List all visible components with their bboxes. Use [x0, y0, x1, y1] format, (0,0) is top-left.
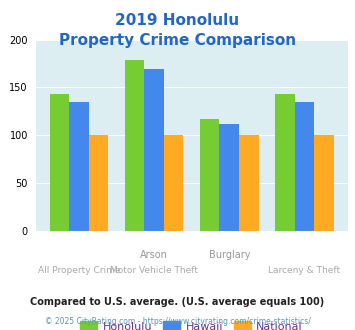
- Text: 2019 Honolulu: 2019 Honolulu: [115, 13, 240, 28]
- Bar: [144, 69, 164, 231]
- Bar: [314, 135, 334, 231]
- Text: Burglary: Burglary: [208, 250, 250, 260]
- Text: Motor Vehicle Theft: Motor Vehicle Theft: [110, 266, 198, 275]
- Bar: [200, 119, 219, 231]
- Text: © 2025 CityRating.com - https://www.cityrating.com/crime-statistics/: © 2025 CityRating.com - https://www.city…: [45, 317, 310, 326]
- Bar: [69, 102, 89, 231]
- Bar: [50, 94, 69, 231]
- Text: Compared to U.S. average. (U.S. average equals 100): Compared to U.S. average. (U.S. average …: [31, 297, 324, 307]
- Bar: [275, 94, 295, 231]
- Text: Larceny & Theft: Larceny & Theft: [268, 266, 340, 275]
- Bar: [164, 135, 184, 231]
- Text: Property Crime Comparison: Property Crime Comparison: [59, 33, 296, 48]
- Bar: [219, 124, 239, 231]
- Legend: Honolulu, Hawaii, National: Honolulu, Hawaii, National: [76, 317, 307, 330]
- Bar: [89, 135, 108, 231]
- Text: All Property Crime: All Property Crime: [38, 266, 120, 275]
- Bar: [295, 102, 314, 231]
- Bar: [125, 60, 144, 231]
- Bar: [239, 135, 258, 231]
- Text: Arson: Arson: [140, 250, 168, 260]
